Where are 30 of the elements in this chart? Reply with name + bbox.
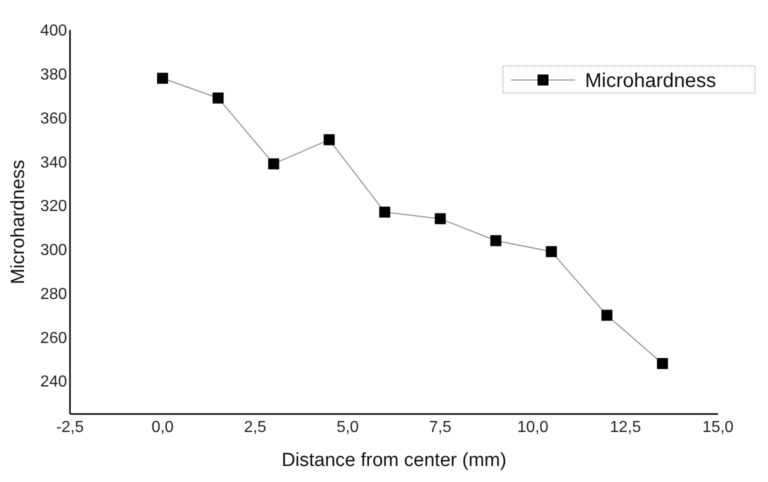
x-tick-label: 7,5: [429, 419, 452, 436]
x-tick-label: 10,0: [517, 419, 549, 436]
y-tick-label: 240: [40, 374, 68, 391]
point: [379, 206, 390, 218]
point: [434, 213, 446, 224]
x-tick-label: 12,5: [610, 419, 642, 436]
x-tick-label: 2,5: [244, 419, 266, 436]
y-tick-label: 260: [40, 330, 68, 347]
x-axis-title: Distance from center (mm): [282, 450, 506, 471]
y-tick-label: 340: [40, 154, 68, 172]
y-axis-title: Microhardness: [8, 160, 29, 284]
point: [546, 246, 557, 258]
x-tick-label: 0,0: [151, 419, 174, 436]
y-tick-label: 280: [40, 286, 68, 303]
y-tick-label: 400: [40, 22, 68, 40]
legend-label: Microhardness: [585, 70, 716, 92]
x-tick-label: 5,0: [336, 419, 359, 436]
point: [268, 158, 280, 170]
x-tick-label: -2,5: [56, 419, 84, 436]
point: [601, 310, 612, 321]
point: [157, 72, 168, 84]
point: [490, 235, 502, 246]
point: [212, 92, 224, 104]
x-tick-label: 15,0: [702, 419, 734, 436]
y-tick-label: 300: [40, 242, 68, 260]
y-tick-label: 380: [40, 66, 68, 84]
y-tick-label: 360: [40, 110, 68, 128]
y-tick-label: 320: [40, 198, 68, 216]
point: [324, 134, 335, 146]
point: [656, 358, 668, 370]
